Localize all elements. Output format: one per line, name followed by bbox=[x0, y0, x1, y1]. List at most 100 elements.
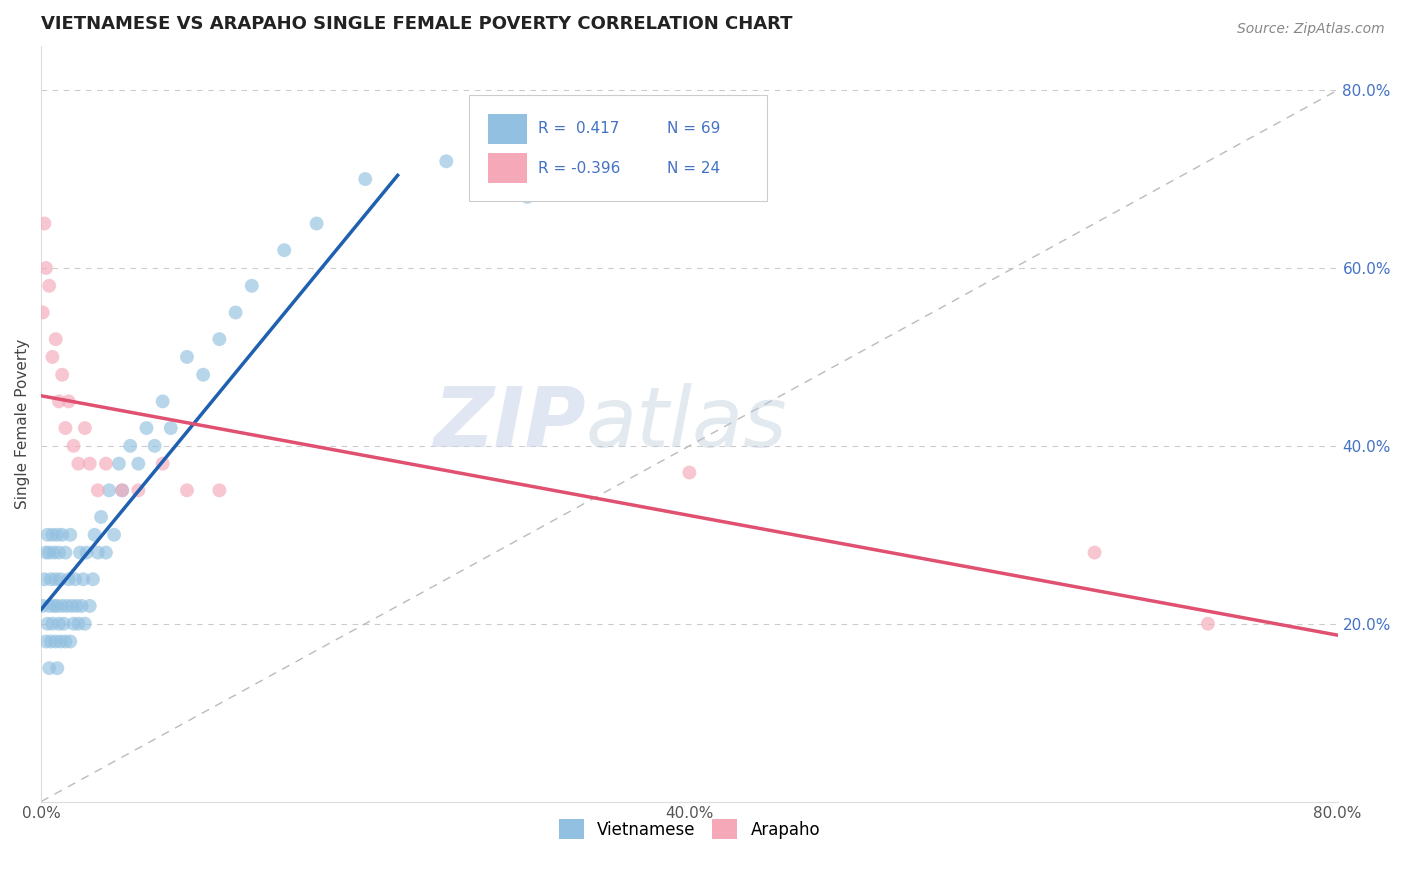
Text: N = 24: N = 24 bbox=[668, 161, 720, 176]
Point bbox=[108, 457, 131, 471]
Point bbox=[60, 599, 83, 613]
Point bbox=[87, 483, 110, 498]
Point bbox=[208, 332, 231, 346]
Point bbox=[434, 154, 457, 169]
Point bbox=[70, 599, 93, 613]
Point bbox=[48, 616, 70, 631]
Point bbox=[120, 439, 142, 453]
Point bbox=[103, 528, 125, 542]
Point bbox=[37, 528, 59, 542]
Point bbox=[45, 634, 67, 648]
Y-axis label: Single Female Poverty: Single Female Poverty bbox=[15, 338, 30, 508]
Point bbox=[34, 572, 56, 586]
Point bbox=[82, 572, 104, 586]
Point bbox=[58, 394, 80, 409]
Point bbox=[49, 572, 72, 586]
Point bbox=[73, 421, 96, 435]
Point bbox=[516, 190, 538, 204]
FancyBboxPatch shape bbox=[488, 113, 527, 144]
Point bbox=[45, 572, 67, 586]
Point bbox=[305, 217, 328, 231]
Point bbox=[63, 572, 86, 586]
Point bbox=[159, 421, 181, 435]
Text: ZIP: ZIP bbox=[433, 384, 586, 464]
Point bbox=[87, 545, 110, 559]
Point bbox=[56, 599, 79, 613]
Point bbox=[52, 616, 75, 631]
Point bbox=[354, 172, 377, 186]
FancyBboxPatch shape bbox=[488, 153, 527, 183]
Point bbox=[152, 394, 174, 409]
Point bbox=[49, 634, 72, 648]
Point bbox=[38, 661, 60, 675]
Point bbox=[62, 616, 84, 631]
Point bbox=[94, 545, 117, 559]
Point bbox=[152, 457, 174, 471]
FancyBboxPatch shape bbox=[470, 95, 768, 201]
Point bbox=[176, 483, 198, 498]
Point bbox=[41, 350, 63, 364]
Point bbox=[39, 634, 62, 648]
Point bbox=[193, 368, 215, 382]
Point bbox=[55, 421, 77, 435]
Point bbox=[51, 599, 73, 613]
Point bbox=[41, 528, 63, 542]
Point bbox=[72, 572, 94, 586]
Point bbox=[31, 305, 53, 319]
Point bbox=[35, 260, 58, 275]
Text: atlas: atlas bbox=[586, 384, 787, 464]
Point bbox=[37, 616, 59, 631]
Point bbox=[1197, 616, 1219, 631]
Point bbox=[127, 457, 149, 471]
Point bbox=[1083, 545, 1105, 559]
Point bbox=[38, 545, 60, 559]
Point bbox=[67, 616, 90, 631]
Point bbox=[111, 483, 134, 498]
Point bbox=[225, 305, 247, 319]
Point bbox=[39, 572, 62, 586]
Text: Source: ZipAtlas.com: Source: ZipAtlas.com bbox=[1237, 22, 1385, 37]
Point bbox=[46, 528, 69, 542]
Point bbox=[240, 278, 263, 293]
Text: N = 69: N = 69 bbox=[668, 121, 721, 136]
Point bbox=[42, 599, 65, 613]
Point bbox=[59, 528, 82, 542]
Point bbox=[55, 634, 77, 648]
Legend: Vietnamese, Arapaho: Vietnamese, Arapaho bbox=[553, 813, 827, 847]
Point bbox=[59, 634, 82, 648]
Point bbox=[62, 439, 84, 453]
Point bbox=[55, 545, 77, 559]
Point bbox=[143, 439, 166, 453]
Text: R =  0.417: R = 0.417 bbox=[537, 121, 619, 136]
Point bbox=[76, 545, 98, 559]
Point bbox=[135, 421, 157, 435]
Point bbox=[176, 350, 198, 364]
Point bbox=[45, 332, 67, 346]
Point bbox=[35, 634, 58, 648]
Point bbox=[48, 545, 70, 559]
Point bbox=[46, 599, 69, 613]
Point bbox=[38, 599, 60, 613]
Point bbox=[42, 545, 65, 559]
Point bbox=[35, 545, 58, 559]
Point bbox=[51, 528, 73, 542]
Point bbox=[51, 368, 73, 382]
Point bbox=[678, 466, 700, 480]
Point bbox=[66, 599, 89, 613]
Point bbox=[31, 599, 53, 613]
Point bbox=[73, 616, 96, 631]
Point bbox=[83, 528, 105, 542]
Point bbox=[48, 394, 70, 409]
Point bbox=[98, 483, 121, 498]
Point bbox=[273, 244, 295, 258]
Point bbox=[69, 545, 91, 559]
Point bbox=[111, 483, 134, 498]
Point bbox=[41, 616, 63, 631]
Point bbox=[38, 278, 60, 293]
Point bbox=[58, 572, 80, 586]
Point bbox=[90, 510, 112, 524]
Text: R = -0.396: R = -0.396 bbox=[537, 161, 620, 176]
Point bbox=[34, 217, 56, 231]
Point bbox=[67, 457, 90, 471]
Point bbox=[79, 599, 101, 613]
